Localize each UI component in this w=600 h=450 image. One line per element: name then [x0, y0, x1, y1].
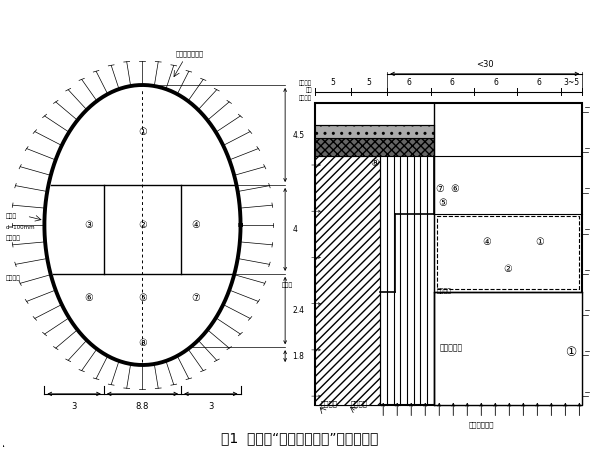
Text: ⑤: ⑤ [138, 293, 147, 303]
Text: 初期喷混: 初期喷混 [437, 288, 452, 294]
Text: ⑦: ⑦ [436, 184, 444, 194]
Text: ⑦: ⑦ [191, 293, 200, 303]
Text: 5: 5 [367, 78, 371, 87]
Text: 2.4: 2.4 [292, 306, 304, 315]
Text: ②: ② [138, 220, 147, 230]
Text: ⑥: ⑥ [85, 293, 94, 303]
Text: 3: 3 [208, 402, 214, 411]
Text: 6: 6 [493, 78, 498, 87]
Text: ③: ③ [85, 220, 94, 230]
Polygon shape [315, 156, 380, 405]
Text: d=100mm: d=100mm [6, 225, 35, 230]
Text: 封块注浆: 封块注浆 [6, 235, 21, 241]
Text: 测量标: 测量标 [282, 282, 293, 288]
Text: 4: 4 [292, 225, 297, 234]
Polygon shape [315, 125, 434, 138]
Text: ⑧: ⑧ [138, 338, 147, 348]
Text: 1.8: 1.8 [292, 351, 304, 360]
Text: ②: ② [503, 264, 512, 274]
Text: 二次衬砌: 二次衬砌 [321, 400, 338, 407]
Text: 3: 3 [71, 402, 77, 411]
Text: ⑧: ⑧ [370, 158, 379, 168]
Text: 8.8: 8.8 [136, 402, 149, 411]
Text: 系统锚杆支锚杆: 系统锚杆支锚杆 [176, 51, 204, 58]
Text: 6: 6 [406, 78, 411, 87]
Text: 系统倾斜锚杆: 系统倾斜锚杆 [469, 422, 494, 428]
Text: ①: ① [535, 237, 544, 247]
Text: 掌面放坡: 掌面放坡 [299, 95, 312, 100]
Polygon shape [434, 292, 583, 405]
Text: 图1  河底段“三台阶七步法”施工步序图: 图1 河底段“三台阶七步法”施工步序图 [221, 431, 379, 445]
Text: 初期支护: 初期支护 [350, 400, 368, 407]
Text: ①: ① [138, 126, 147, 137]
Text: ④: ④ [482, 237, 491, 247]
Text: 6: 6 [536, 78, 541, 87]
Text: <30: <30 [476, 60, 494, 69]
FancyArrow shape [2, 445, 4, 447]
Text: ④: ④ [191, 220, 200, 230]
Text: 5: 5 [331, 78, 335, 87]
Text: ⑤: ⑤ [438, 198, 447, 208]
Polygon shape [315, 138, 434, 156]
Text: 4.5: 4.5 [292, 130, 304, 140]
Text: 3~5: 3~5 [563, 78, 580, 87]
Text: 封块注浆: 封块注浆 [6, 275, 21, 281]
Text: ⑥: ⑥ [450, 184, 459, 194]
Text: ①: ① [565, 346, 576, 359]
Text: 6: 6 [450, 78, 455, 87]
Text: 钢筋尚未全: 钢筋尚未全 [440, 344, 463, 353]
Text: 仰拱: 仰拱 [305, 87, 312, 93]
Text: 水管件: 水管件 [6, 213, 17, 219]
Text: 初期支护: 初期支护 [299, 80, 312, 86]
